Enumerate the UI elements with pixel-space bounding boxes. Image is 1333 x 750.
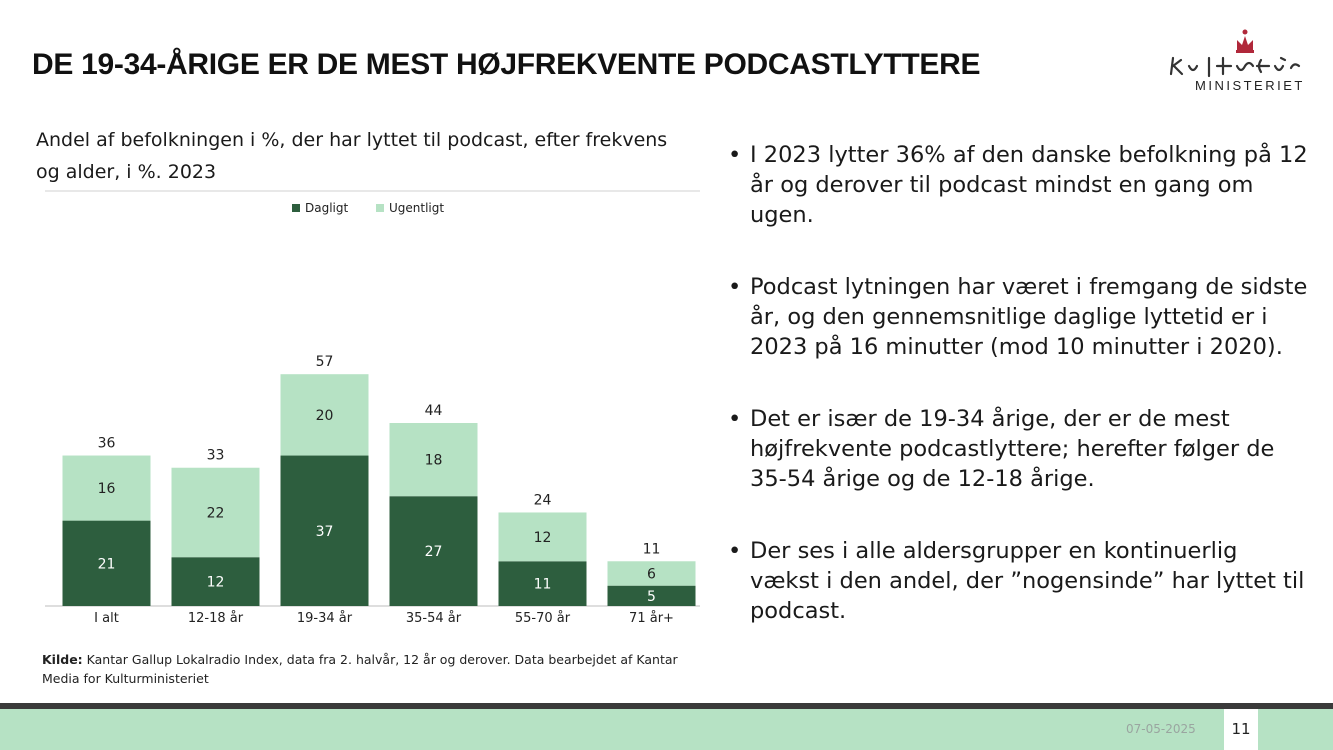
legend-label-dagligt: Dagligt [305,201,348,215]
bullet-text: I 2023 lytter 36% af den danske befolkni… [750,142,1308,228]
bar-value-label: 20 [316,408,334,424]
legend-swatch-dagligt [292,204,300,212]
bar-value-label: 27 [425,544,443,560]
bar-weekly [389,423,478,497]
bar-weekly [171,467,260,558]
page-number: 11 [1231,720,1251,738]
bullet-text: Podcast lytningen har været i fremgang d… [750,274,1308,360]
source-note: Kilde: Kantar Gallup Lokalradio Index, d… [42,650,702,688]
bullet-dot: • [728,406,742,432]
bullet-item: • Podcast lytningen har været i fremgang … [728,272,1308,362]
source-text: Kantar Gallup Lokalradio Index, data fra… [42,652,678,686]
bar-total-label: 57 [316,354,334,370]
bar-weekly [607,561,696,586]
logo-signature-icon [1169,29,1301,78]
bullet-item: • Det er især de 19-34 årige, der er de m… [728,404,1308,494]
bar-total-label: 11 [643,541,661,557]
bar-weekly [62,455,151,521]
bar-value-label: 11 [534,577,552,593]
legend-swatch-ugentligt [376,204,384,212]
bar-daily [280,455,369,606]
bar-daily [171,557,260,606]
bar-daily [62,520,151,606]
bar-value-label: 16 [98,481,116,497]
bar-value-label: 18 [425,453,443,469]
bar-weekly [498,512,587,562]
x-tick-label: 19-34 år [297,611,353,626]
slide-title: DE 19-34-ÅRIGE ER DE MEST HØJFREKVENTE P… [32,48,981,81]
x-tick-label: 12-18 år [188,611,244,626]
chart-area: Dagligt Ugentligt 21 16 36 I alt 12 22 33 12-18 å… [45,190,700,635]
bullet-item: • Der ses i alle aldersgrupper en kontinu… [728,536,1308,626]
bullet-dot: • [728,274,742,300]
bullet-list: • I 2023 lytter 36% af den danske befolkn… [728,140,1308,668]
chart-subtitle: Andel af befolkningen i %, der har lytte… [36,129,668,183]
x-tick-label: 71 år+ [629,611,674,626]
bar-value-label: 12 [534,530,552,546]
bar-daily [607,585,696,606]
bar-value-label: 37 [316,524,334,540]
source-label: Kilde: [42,652,83,667]
bullet-text: Det er især de 19-34 årige, der er de me… [750,406,1275,492]
bar-value-label: 22 [207,505,225,521]
bar-total-label: 24 [534,492,552,508]
ministry-logo: MINISTERIET [1165,22,1315,102]
bar-value-label: 12 [207,575,225,591]
bar-value-label: 5 [647,589,656,605]
bullet-dot: • [728,142,742,168]
bar-total-label: 33 [207,448,225,464]
bullet-text: Der ses i alle aldersgrupper en kontinue… [750,538,1305,624]
logo-wordmark: MINISTERIET [1195,78,1305,93]
x-tick-label: 55-70 år [515,611,571,626]
bar-total-label: 44 [425,403,443,419]
bullet-item: • I 2023 lytter 36% af den danske befolkn… [728,140,1308,230]
bar-value-label: 21 [98,556,116,572]
bar-daily [389,496,478,606]
bar-weekly [280,374,369,456]
footer-date: 07-05-2025 [1126,722,1196,736]
x-tick-label: 35-54 år [406,611,462,626]
bar-value-label: 6 [647,566,656,582]
bar-total-label: 36 [98,436,116,452]
footer-band [0,703,1333,750]
legend-label-ugentligt: Ugentligt [389,201,444,215]
x-tick-label: I alt [94,611,119,626]
bullet-dot: • [728,538,742,564]
bar-daily [498,561,587,606]
stacked-bar-chart: Dagligt Ugentligt 21 16 36 I alt 12 22 33 12-18 å… [45,190,700,626]
page-number-box: 11 [1224,709,1258,750]
